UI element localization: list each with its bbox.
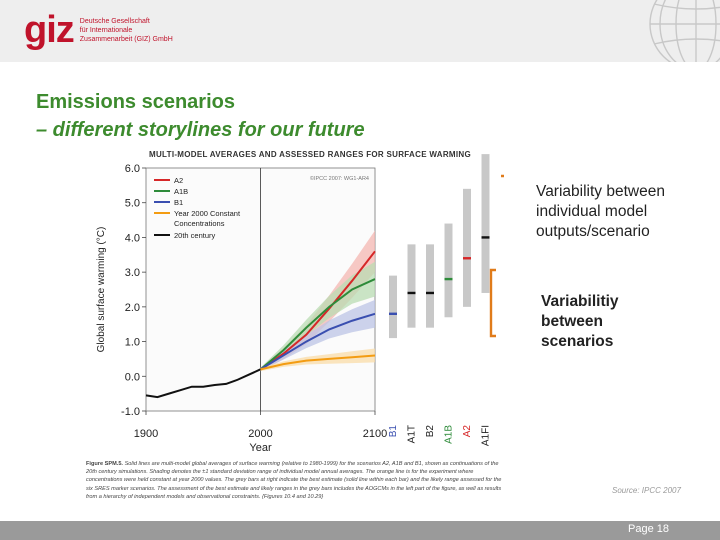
logo-line: Zusammenarbeit (GIZ) GmbH xyxy=(79,35,173,43)
legend-label: A1B xyxy=(174,187,188,196)
legend-label: Year 2000 Constant xyxy=(174,209,241,218)
y-tick-label: 5.0 xyxy=(125,198,140,210)
series-line xyxy=(259,250,376,371)
range-bar-label: B2 xyxy=(425,425,436,438)
y-axis-label: Global surface warming (°C) xyxy=(96,227,107,353)
range-bar xyxy=(389,275,397,339)
annotation-model-variability: Variability between individual model out… xyxy=(536,183,665,240)
range-bar-label: A1B xyxy=(444,425,455,444)
range-bar-label: A1FI xyxy=(481,425,492,446)
range-bar xyxy=(426,244,434,328)
ipcc-figure: MULTI-MODEL AVERAGES AND ASSESSED RANGES… xyxy=(64,146,504,522)
caption-lead: Figure SPM.5. xyxy=(86,461,123,467)
warming-chart: -1.0 0.0 1.0 2.0 3.0 4.0 5.0 6.0 1900 2000 2100 Yea… xyxy=(96,154,504,454)
x-tick-label: 1900 xyxy=(134,428,158,440)
x-tick-label: 2000 xyxy=(248,428,272,440)
range-bar xyxy=(481,154,490,293)
x-tick-label: 2100 xyxy=(363,428,387,440)
legend-label: B1 xyxy=(174,198,183,207)
range-bar-label: A1T xyxy=(407,425,418,443)
y-tick-label: 1.0 xyxy=(125,337,140,349)
logo-text: Deutsche Gesellschaft für Internationale… xyxy=(80,17,173,44)
model-variability-bracket xyxy=(501,174,504,178)
range-bar-label: B1 xyxy=(388,425,399,438)
figure-caption: Figure SPM.5. Solid lines are multi-mode… xyxy=(86,460,502,501)
copyright-label: ©IPCC 2007: WG1-AR4 xyxy=(310,175,369,182)
bracket-guide xyxy=(501,176,504,379)
legend-label: 20th century xyxy=(174,231,216,240)
logo-mark: giz xyxy=(24,9,75,51)
legend-label: Concentrations xyxy=(174,219,225,228)
title-line-1: Emissions scenarios xyxy=(36,91,235,113)
series-line xyxy=(259,312,376,371)
series-line xyxy=(259,278,376,371)
y-tick-label: 6.0 xyxy=(125,163,140,175)
x-axis-label: Year xyxy=(249,442,272,454)
source-note: Source: IPCC 2007 xyxy=(612,486,681,495)
header-bar: giz Deutsche Gesellschaft für Internatio… xyxy=(0,0,720,62)
y-tick-label: -1.0 xyxy=(121,406,140,418)
range-bar-label: A2 xyxy=(462,425,473,438)
figure-title: MULTI-MODEL AVERAGES AND ASSESSED RANGES… xyxy=(149,150,472,159)
globe-icon xyxy=(628,0,720,62)
y-tick-label: 4.0 xyxy=(125,232,140,244)
series-line xyxy=(145,368,261,399)
y-tick-label: 2.0 xyxy=(125,302,140,314)
annotation-scenario-variability: Variabilitiy between scenarios xyxy=(541,293,619,350)
title-line-2: – different storylines for our future xyxy=(36,119,365,141)
logo-line: für Internationale xyxy=(79,26,133,34)
giz-logo: giz Deutsche Gesellschaft für Internatio… xyxy=(24,10,173,50)
scenario-variability-bracket xyxy=(489,268,496,338)
slide-title: Emissions scenarios – different storylin… xyxy=(36,88,365,144)
y-tick-label: 3.0 xyxy=(125,267,140,279)
logo-line: Deutsche Gesellschaft xyxy=(79,17,150,25)
series-line xyxy=(260,354,376,371)
y-tick-label: 0.0 xyxy=(125,371,140,383)
legend-label: A2 xyxy=(174,176,183,185)
range-bar xyxy=(407,244,416,328)
range-bar xyxy=(444,223,453,318)
page-number: Page 18 xyxy=(628,523,669,535)
caption-text: Solid lines are multi-model global avera… xyxy=(86,461,502,500)
footer-bar xyxy=(0,521,720,540)
range-bar xyxy=(463,188,471,307)
